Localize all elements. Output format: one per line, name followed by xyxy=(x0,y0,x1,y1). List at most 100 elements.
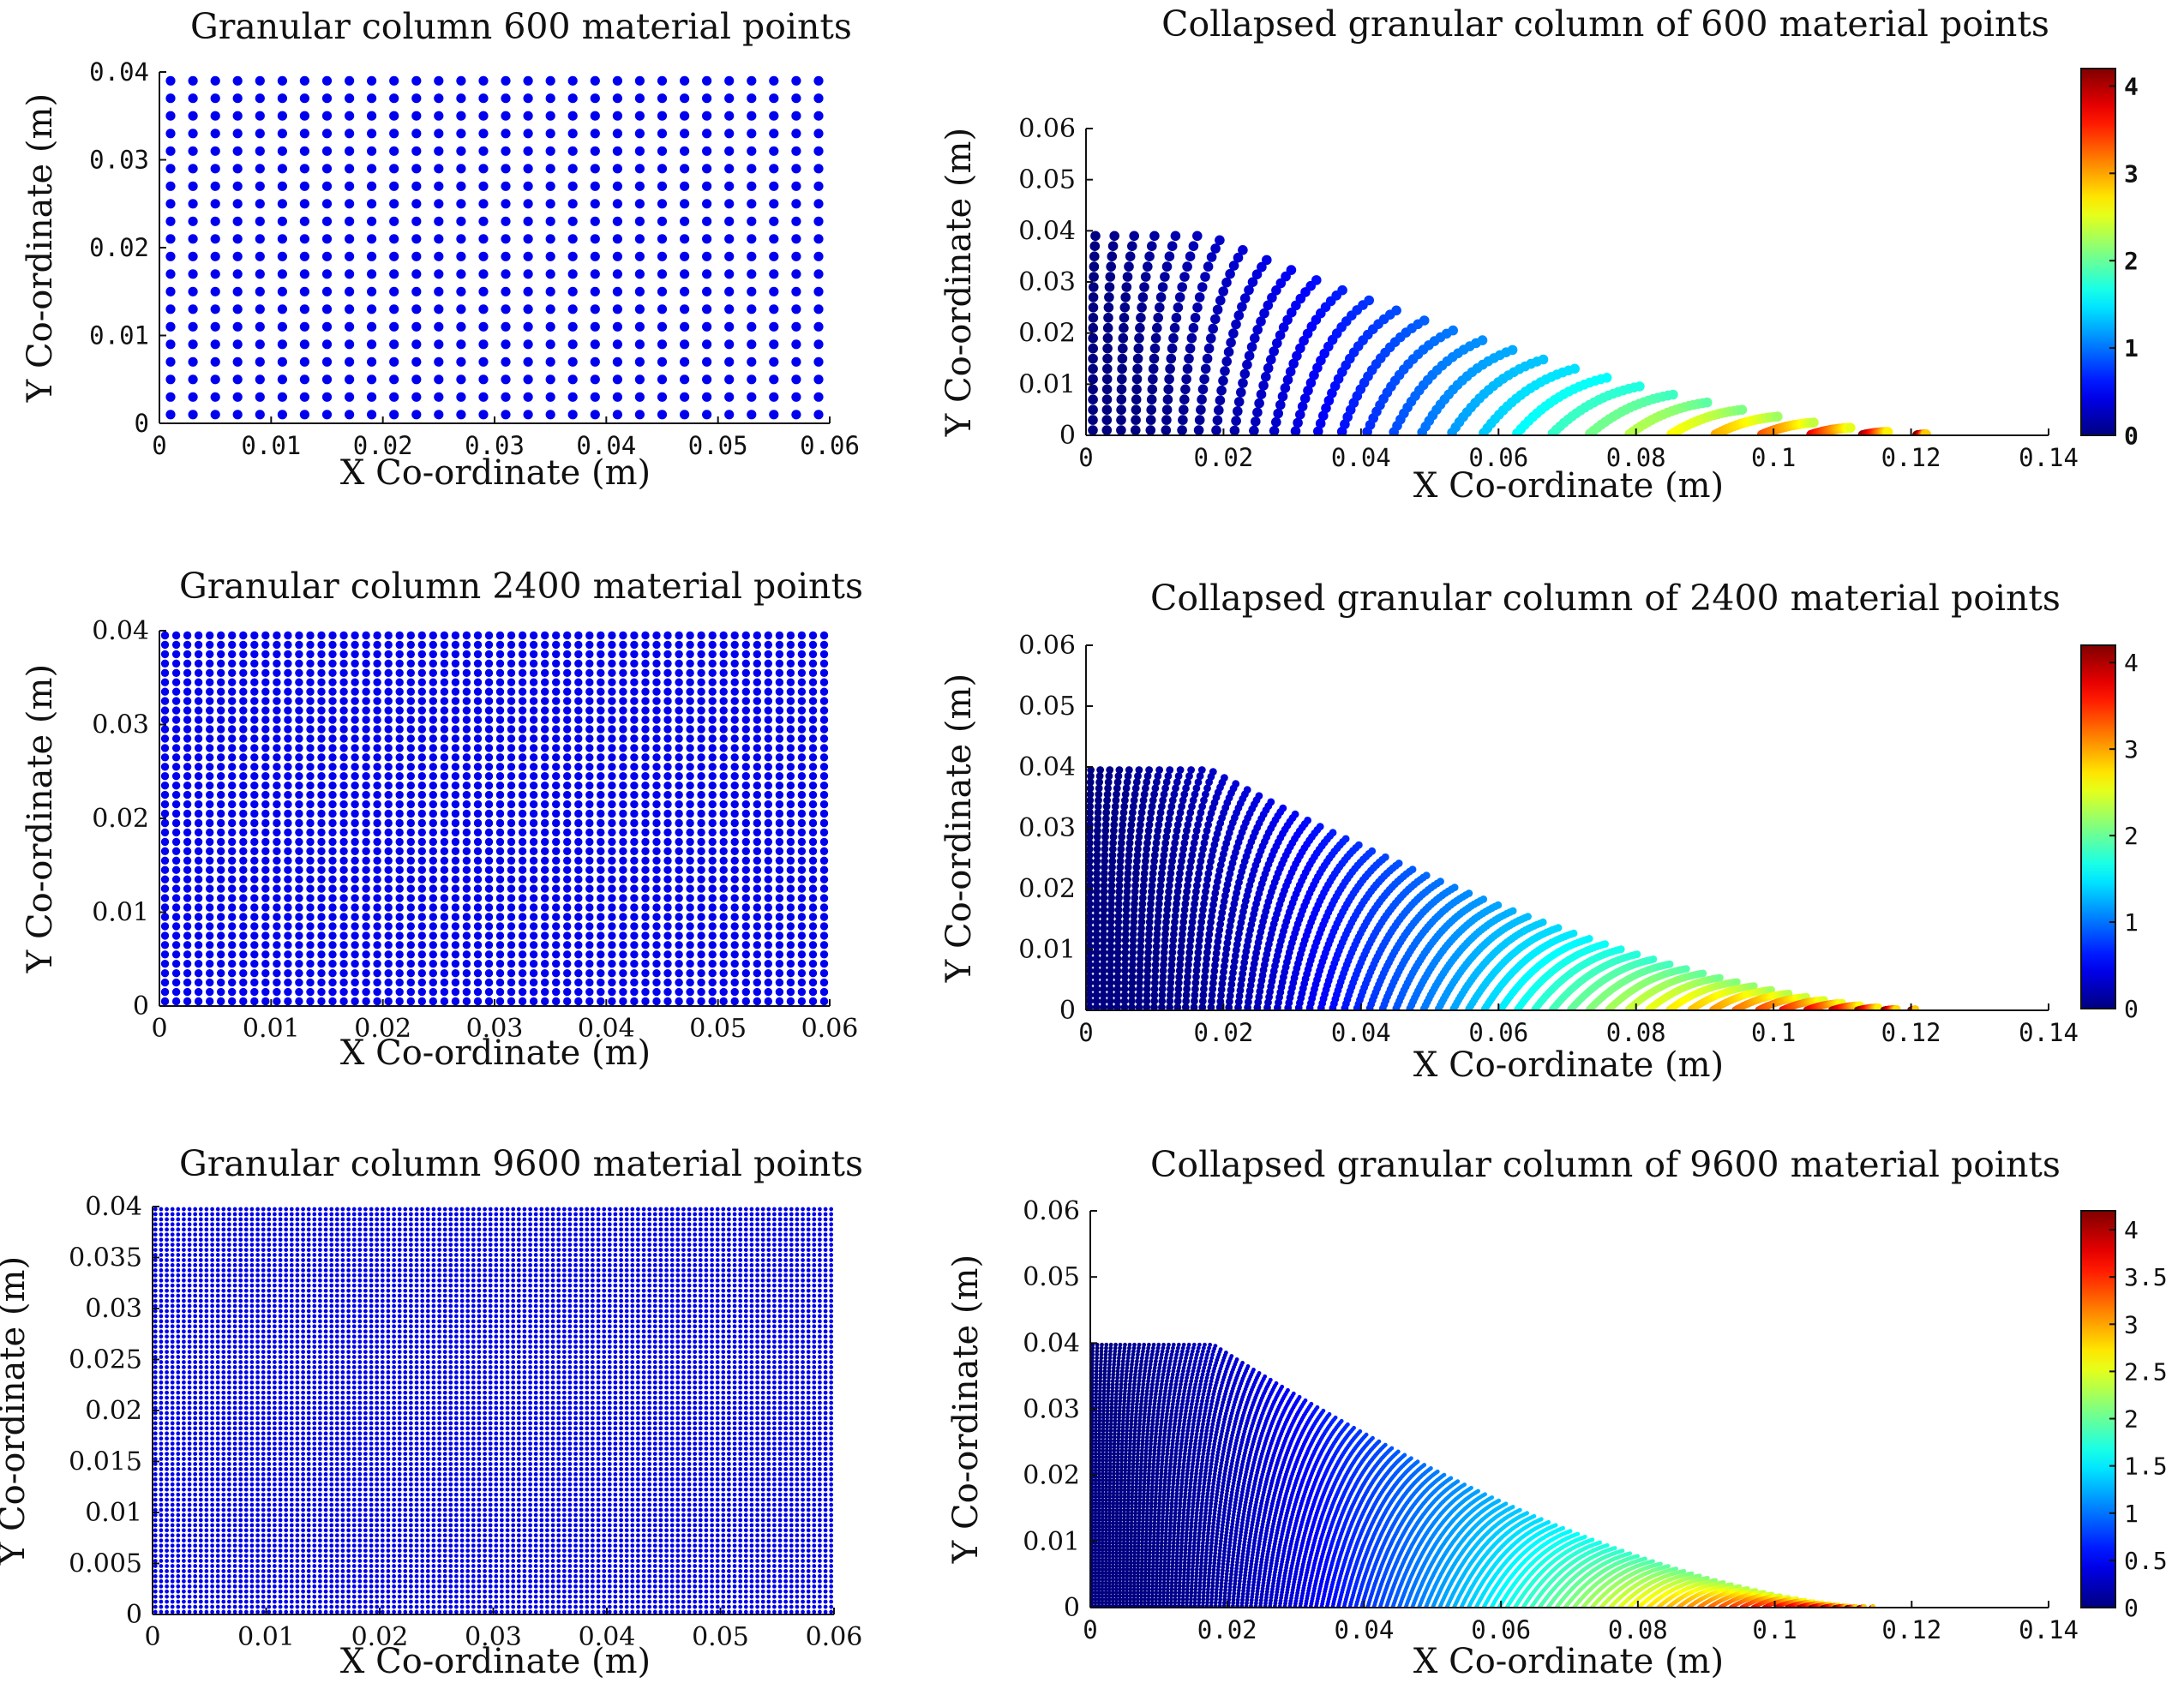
material-point xyxy=(171,772,181,781)
material-point xyxy=(238,1400,243,1405)
material-point xyxy=(176,1543,181,1548)
material-point xyxy=(384,941,393,949)
material-point xyxy=(182,1554,186,1558)
material-point xyxy=(188,410,198,420)
material-point xyxy=(608,884,616,893)
material-point xyxy=(462,809,471,818)
material-point xyxy=(462,913,471,921)
material-point xyxy=(719,763,728,771)
material-point xyxy=(719,847,728,855)
material-point xyxy=(183,875,192,883)
material-point xyxy=(697,875,705,883)
material-point xyxy=(529,659,538,668)
material-point xyxy=(278,1436,283,1441)
material-point xyxy=(249,1452,255,1456)
material-point xyxy=(238,1564,243,1568)
material-point xyxy=(451,847,460,855)
material-point xyxy=(328,650,337,659)
material-point xyxy=(518,668,527,677)
material-point xyxy=(204,1380,209,1385)
material-point xyxy=(238,1217,243,1222)
material-point xyxy=(351,753,359,762)
material-point xyxy=(495,847,505,855)
material-point xyxy=(159,1293,164,1298)
material-point xyxy=(563,913,572,921)
material-point xyxy=(243,1263,249,1267)
material-point xyxy=(198,1554,203,1558)
material-point xyxy=(232,1564,237,1568)
material-point xyxy=(228,772,237,781)
material-point xyxy=(351,875,359,883)
material-point xyxy=(188,251,198,261)
material-point xyxy=(182,1319,186,1324)
material-point xyxy=(221,1599,226,1604)
material-point xyxy=(552,828,561,837)
material-point xyxy=(176,1528,181,1533)
material-point xyxy=(730,809,739,818)
material-point xyxy=(563,931,572,940)
material-point xyxy=(176,1243,181,1247)
material-point xyxy=(495,753,505,762)
material-point xyxy=(278,1589,283,1594)
material-point xyxy=(473,650,483,659)
material-point xyxy=(227,1278,231,1283)
material-point xyxy=(440,997,449,1006)
material-point xyxy=(204,1426,209,1431)
material-point xyxy=(267,1472,272,1476)
material-point xyxy=(389,392,399,402)
material-point xyxy=(518,950,527,959)
material-point xyxy=(585,865,594,874)
material-point xyxy=(429,941,437,949)
material-point xyxy=(775,706,784,715)
material-point xyxy=(384,913,393,921)
material-point xyxy=(215,1421,220,1426)
material-point xyxy=(204,1232,209,1237)
material-point xyxy=(775,631,784,640)
material-point xyxy=(249,1533,255,1538)
material-point xyxy=(228,659,237,668)
material-point xyxy=(159,1431,164,1436)
material-point xyxy=(351,744,359,752)
material-point xyxy=(585,668,594,677)
material-point xyxy=(462,931,471,940)
material-point xyxy=(417,856,426,865)
material-point xyxy=(243,1355,249,1359)
material-point xyxy=(215,1467,220,1471)
material-point xyxy=(249,1365,255,1369)
material-point xyxy=(182,1350,186,1354)
material-point xyxy=(411,356,422,367)
material-point xyxy=(597,950,605,959)
material-point xyxy=(238,1589,243,1594)
material-point xyxy=(170,1360,175,1364)
material-point xyxy=(215,1452,220,1456)
material-point xyxy=(232,1253,237,1257)
material-point xyxy=(417,931,426,940)
material-point xyxy=(384,744,393,752)
material-point xyxy=(585,734,594,743)
material-point xyxy=(210,1217,214,1222)
material-point xyxy=(541,782,549,790)
material-point xyxy=(238,1390,243,1395)
material-point xyxy=(708,678,717,686)
material-point xyxy=(819,828,829,837)
material-point xyxy=(819,960,829,968)
material-point xyxy=(680,164,690,174)
material-point xyxy=(299,93,309,104)
material-point xyxy=(284,894,292,902)
material-point xyxy=(619,697,627,705)
material-point xyxy=(417,837,426,847)
material-point xyxy=(741,706,750,715)
material-point xyxy=(228,818,237,828)
material-point xyxy=(210,1548,214,1553)
material-point xyxy=(187,1543,192,1548)
material-point xyxy=(753,847,761,855)
material-point xyxy=(284,1559,289,1563)
material-point xyxy=(686,969,694,978)
material-point xyxy=(278,1492,283,1497)
material-point xyxy=(719,997,728,1006)
material-point xyxy=(395,978,404,987)
material-point xyxy=(261,1293,266,1298)
material-point xyxy=(171,818,181,828)
material-point xyxy=(328,668,337,677)
material-point xyxy=(769,286,779,296)
